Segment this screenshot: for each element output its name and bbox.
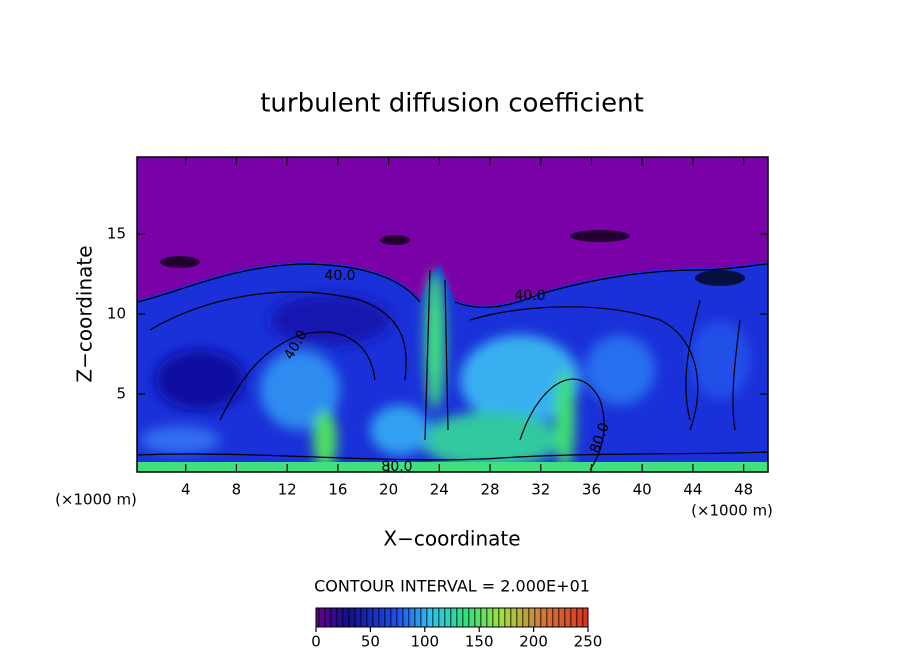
x-tick-label: 20 bbox=[379, 481, 398, 499]
contour-label: 40.0 bbox=[514, 288, 545, 304]
x-unit-label: (×1000 m) bbox=[691, 502, 773, 520]
x-tick-label: 32 bbox=[531, 481, 550, 499]
contour-label: 80.0 bbox=[381, 459, 412, 475]
y-axis-label: Z−coordinate bbox=[73, 245, 97, 382]
y-tick-label: 10 bbox=[107, 305, 126, 323]
x-tick-label: 48 bbox=[734, 481, 753, 499]
colorbar-tick-label: 50 bbox=[361, 633, 380, 651]
colorbar-frame bbox=[315, 607, 589, 628]
colorbar-tick-label: 100 bbox=[410, 633, 439, 651]
colorbar-tick-label: 250 bbox=[574, 633, 603, 651]
x-tick-label: 36 bbox=[582, 481, 601, 499]
x-unit-label: (×1000 m) bbox=[55, 491, 137, 509]
y-tick-label: 5 bbox=[116, 385, 126, 403]
x-tick-label: 12 bbox=[278, 481, 297, 499]
chart-title: turbulent diffusion coefficient bbox=[260, 89, 644, 119]
y-tick-label: 15 bbox=[107, 225, 126, 243]
x-tick-label: 8 bbox=[232, 481, 242, 499]
x-tick-label: 16 bbox=[328, 481, 347, 499]
colorbar-tick-label: 0 bbox=[311, 633, 321, 651]
contour-label: 40.0 bbox=[324, 268, 355, 284]
x-tick-label: 28 bbox=[480, 481, 499, 499]
contour-interval: CONTOUR INTERVAL = 2.000E+01 bbox=[314, 577, 590, 596]
contour-field bbox=[137, 157, 768, 472]
x-tick-label: 24 bbox=[430, 481, 449, 499]
colorbar-stripes bbox=[316, 608, 588, 627]
x-tick-label: 4 bbox=[181, 481, 191, 499]
x-tick-label: 44 bbox=[683, 481, 702, 499]
x-axis-label: X−coordinate bbox=[383, 527, 520, 551]
colorbar-tick-label: 200 bbox=[519, 633, 548, 651]
x-tick-label: 40 bbox=[633, 481, 652, 499]
colorbar-tick-label: 150 bbox=[465, 633, 494, 651]
